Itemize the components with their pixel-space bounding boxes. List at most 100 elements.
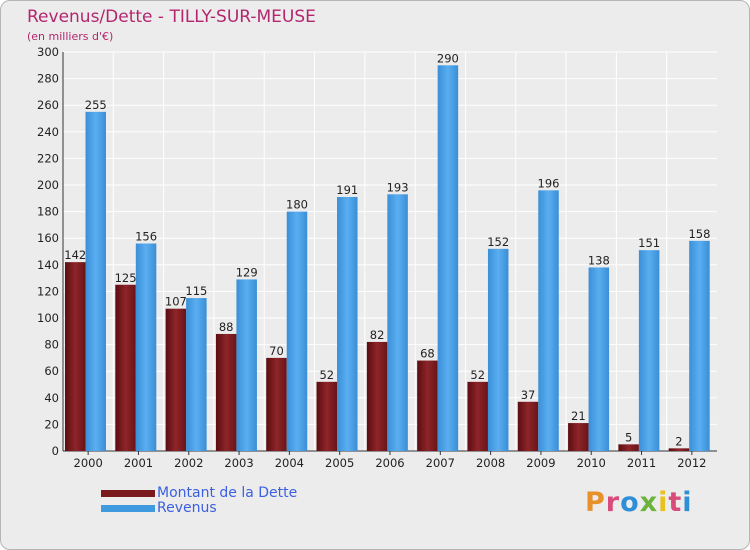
y-tick-label: 80	[44, 338, 59, 352]
bar-dette-2009	[517, 401, 539, 451]
bar-dette-2011	[618, 444, 639, 451]
x-tick-label: 2011	[627, 456, 656, 470]
bar-dette-2004	[266, 357, 287, 451]
bar-revenus-2003	[236, 279, 257, 451]
bar-revenus-2011	[638, 250, 660, 451]
x-tick-label: 2005	[325, 456, 354, 470]
data-label-revenus-2011: 151	[638, 236, 660, 250]
logo-letter: t	[668, 487, 683, 518]
bar-revenus-2010	[588, 267, 610, 451]
bar-dette-2000	[65, 262, 86, 451]
data-label-revenus-2000: 255	[85, 98, 107, 112]
legend-label-revenus: Revenus	[157, 500, 217, 516]
proxiti-logo: Proxiti	[585, 487, 693, 518]
data-label-dette-2002: 107	[165, 295, 187, 309]
data-label-revenus-2009: 196	[538, 176, 560, 190]
y-tick-label: 140	[37, 258, 59, 272]
axes: 0 20 40 60 80 100 120 140 160 180 200 220 240 260 280 3…	[37, 45, 717, 470]
logo-letter: P	[585, 487, 606, 518]
y-tick-label: 100	[37, 311, 59, 325]
legend-swatch-dette	[101, 490, 155, 497]
logo-letter: o	[620, 487, 640, 518]
data-label-revenus-2002: 115	[185, 284, 207, 298]
data-label-revenus-2010: 138	[588, 253, 610, 267]
logo-letter: i	[658, 487, 669, 518]
data-label-dette-2005: 52	[319, 368, 334, 382]
data-label-revenus-2005: 191	[336, 183, 358, 197]
data-label-dette-2000: 142	[64, 248, 86, 262]
logo-letter: i	[682, 487, 693, 518]
bars	[65, 65, 710, 452]
y-tick-label: 300	[37, 45, 59, 59]
data-label-dette-2010: 21	[571, 409, 586, 423]
x-tick-label: 2009	[526, 456, 555, 470]
chart-title: Revenus/Dette - TILLY-SUR-MEUSE	[27, 7, 316, 27]
y-tick-label: 280	[37, 72, 59, 86]
logo-letter: x	[639, 487, 659, 518]
data-label-dette-2008: 52	[470, 368, 485, 382]
bar-dette-2007	[417, 360, 438, 451]
bar-revenus-2006	[387, 194, 408, 451]
data-label-dette-2009: 37	[521, 388, 536, 402]
bar-dette-2012	[668, 448, 690, 451]
bar-revenus-2007	[437, 65, 459, 452]
data-label-revenus-2008: 152	[487, 235, 509, 249]
bar-dette-2001	[115, 284, 136, 451]
x-tick-label: 2003	[224, 456, 253, 470]
data-labels: 1422551251561071158812970180521918219368…	[64, 51, 710, 448]
logo-letter: r	[605, 487, 621, 518]
data-label-dette-2003: 88	[219, 320, 234, 334]
y-tick-label: 120	[37, 284, 59, 298]
y-tick-label: 0	[52, 444, 59, 458]
bar-revenus-2008	[487, 248, 509, 451]
x-tick-label: 2010	[577, 456, 606, 470]
data-label-dette-2007: 68	[420, 347, 435, 361]
y-tick-label: 200	[37, 178, 59, 192]
bar-revenus-2000	[85, 111, 106, 451]
data-label-dette-2011: 5	[625, 430, 632, 444]
data-label-dette-2006: 82	[370, 328, 385, 342]
bar-revenus-2005	[337, 196, 358, 451]
data-label-revenus-2006: 193	[387, 180, 409, 194]
x-tick-label: 2001	[124, 456, 153, 470]
bar-dette-2008	[467, 381, 488, 451]
y-tick-label: 60	[44, 364, 59, 378]
x-tick-label: 2008	[476, 456, 505, 470]
x-tick-label: 2002	[174, 456, 203, 470]
bar-revenus-2002	[186, 298, 207, 451]
x-tick-label: 2012	[677, 456, 706, 470]
bar-dette-2002	[165, 308, 187, 451]
bar-revenus-2001	[135, 243, 157, 451]
x-tick-label: 2006	[375, 456, 404, 470]
data-label-revenus-2004: 180	[286, 198, 308, 212]
legend-label-dette: Montant de la Dette	[157, 485, 298, 501]
data-label-dette-2001: 125	[115, 271, 137, 285]
y-tick-label: 40	[44, 391, 59, 405]
x-tick-label: 2007	[426, 456, 455, 470]
y-tick-label: 160	[37, 231, 59, 245]
x-tick-label: 2000	[74, 456, 103, 470]
y-tick-label: 20	[44, 417, 59, 431]
y-tick-label: 180	[37, 205, 59, 219]
bar-dette-2010	[568, 423, 589, 451]
data-label-revenus-2001: 156	[135, 230, 157, 244]
bar-revenus-2004	[286, 211, 308, 451]
data-label-revenus-2012: 158	[688, 227, 710, 241]
chart-subtitle: (en milliers d'€)	[27, 30, 114, 43]
data-label-dette-2012: 2	[675, 434, 682, 448]
y-tick-label: 260	[37, 98, 59, 112]
y-tick-label: 240	[37, 125, 59, 139]
bar-revenus-2009	[538, 190, 559, 451]
bar-revenus-2012	[689, 240, 710, 451]
data-label-revenus-2007: 290	[437, 51, 459, 65]
data-label-revenus-2003: 129	[236, 265, 258, 279]
y-tick-label: 220	[37, 151, 59, 165]
bar-dette-2005	[316, 381, 338, 451]
bar-dette-2003	[215, 333, 237, 451]
bar-dette-2006	[366, 341, 388, 451]
legend-swatch-revenus	[101, 505, 155, 512]
x-tick-label: 2004	[275, 456, 304, 470]
data-label-dette-2004: 70	[269, 344, 284, 358]
